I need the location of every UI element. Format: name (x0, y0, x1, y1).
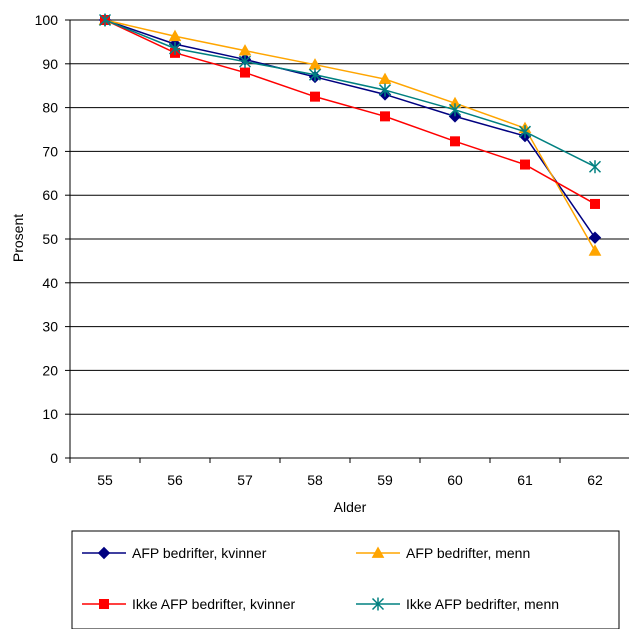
y-tick-label: 10 (42, 406, 58, 422)
legend-item: AFP bedrifter, kvinner (82, 545, 267, 561)
y-tick-label: 60 (42, 187, 58, 203)
legend-item: Ikke AFP bedrifter, kvinner (82, 596, 295, 612)
data-point (168, 41, 182, 55)
y-tick-label: 30 (42, 319, 58, 335)
series-line (104, 19, 596, 168)
legend-label: AFP bedrifter, menn (406, 545, 530, 561)
series-2 (98, 13, 602, 256)
data-point (380, 111, 390, 122)
legend-swatch-marker (97, 546, 111, 560)
x-tick-label: 61 (517, 472, 533, 488)
x-tick-label: 59 (377, 472, 393, 488)
x-axis-ticks: 55 56 57 58 59 60 61 62 (69, 458, 603, 488)
y-tick-label: 0 (50, 450, 58, 466)
data-point (310, 91, 320, 102)
y-tick-label: 90 (42, 56, 58, 72)
x-tick-label: 55 (97, 472, 113, 488)
y-tick-label: 50 (42, 231, 58, 247)
x-tick-label: 60 (447, 472, 463, 488)
y-tick-label: 80 (42, 100, 58, 116)
data-point (238, 44, 252, 56)
legend-swatch-marker (371, 597, 385, 611)
y-axis-title: Prosent (10, 214, 26, 262)
series-4 (98, 13, 602, 174)
y-axis-ticks: 0 10 20 30 40 50 60 70 80 90 100 (35, 12, 70, 466)
data-point (168, 29, 182, 42)
x-tick-label: 57 (237, 472, 253, 488)
legend-item: Ikke AFP bedrifter, menn (356, 596, 559, 612)
y-tick-label: 70 (42, 143, 58, 159)
data-point (448, 103, 462, 117)
data-point (308, 68, 322, 82)
x-tick-label: 56 (167, 472, 183, 488)
data-point (520, 159, 530, 170)
data-point (590, 198, 600, 209)
data-point (588, 160, 602, 174)
data-point (378, 72, 392, 85)
legend-label: Ikke AFP bedrifter, menn (406, 596, 559, 612)
gridlines (70, 19, 629, 415)
data-point (238, 55, 252, 69)
legend-item: AFP bedrifter, menn (356, 545, 530, 561)
axes (69, 20, 629, 459)
y-tick-label: 40 (42, 275, 58, 291)
legend-label: AFP bedrifter, kvinner (132, 545, 267, 561)
data-point (450, 136, 460, 147)
series-layer (98, 13, 602, 256)
legend-swatch-marker (371, 546, 385, 558)
legend-label: Ikke AFP bedrifter, kvinner (132, 596, 295, 612)
data-point (240, 67, 250, 78)
legend: AFP bedrifter, kvinner AFP bedrifter, men… (71, 530, 620, 629)
series-line (104, 19, 596, 205)
data-point (518, 125, 532, 139)
series-line (104, 19, 596, 239)
x-tick-label: 58 (307, 472, 323, 488)
legend-swatch-marker (99, 599, 109, 609)
data-point (448, 110, 462, 123)
series-line (104, 19, 596, 252)
x-tick-label: 62 (587, 472, 603, 488)
data-point (588, 231, 602, 244)
legend-box (71, 530, 620, 629)
data-point (378, 83, 392, 97)
x-axis-title: Alder (334, 499, 367, 515)
data-point (588, 244, 602, 256)
data-point (98, 13, 112, 27)
y-tick-label: 100 (35, 12, 59, 28)
y-tick-label: 20 (42, 362, 58, 378)
